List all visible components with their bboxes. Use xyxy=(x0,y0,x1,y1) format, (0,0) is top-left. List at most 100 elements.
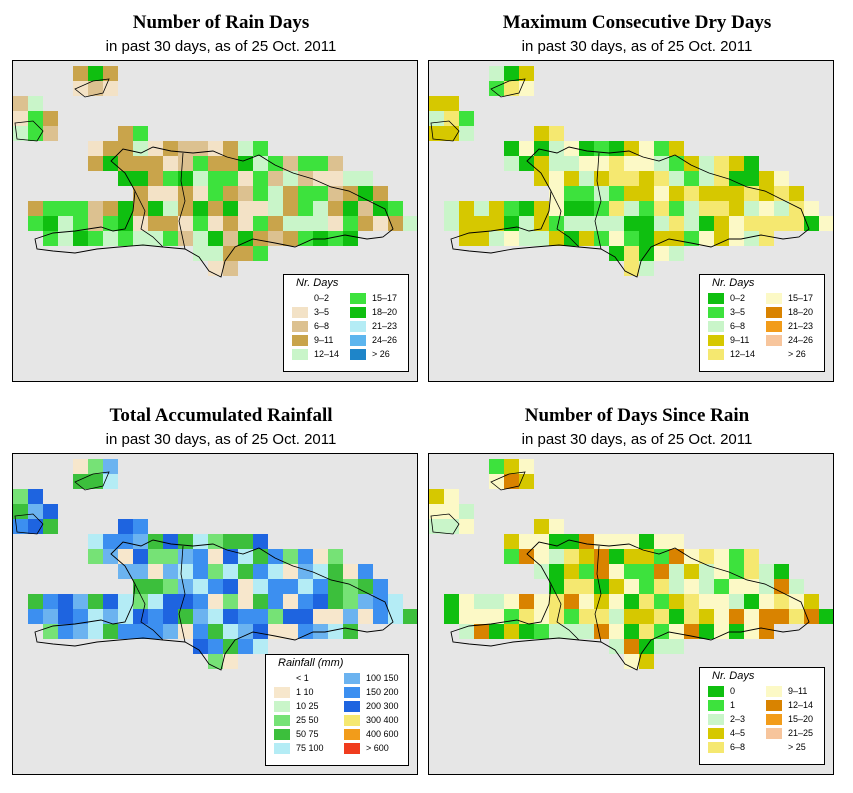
grid-cell xyxy=(193,156,208,171)
grid-cell xyxy=(579,564,594,579)
grid-cell xyxy=(163,171,178,186)
grid-cell xyxy=(43,624,58,639)
grid-cell xyxy=(714,564,729,579)
grid-cell xyxy=(714,216,729,231)
grid-cell xyxy=(609,594,624,609)
grid-cell xyxy=(223,231,238,246)
grid-cell xyxy=(549,594,564,609)
grid-cell xyxy=(358,171,373,186)
legend-swatch xyxy=(292,335,308,346)
grid-cell xyxy=(654,594,669,609)
grid-cell xyxy=(178,231,193,246)
grid-cell xyxy=(624,624,639,639)
grid-cell xyxy=(564,171,579,186)
legend-label: 25 50 xyxy=(296,715,319,725)
grid-cell xyxy=(624,594,639,609)
grid-cell xyxy=(133,141,148,156)
grid-cell xyxy=(564,579,579,594)
panel-subtitle: in past 30 days, as of 25 Oct. 2011 xyxy=(105,38,337,55)
legend-swatch xyxy=(766,686,782,697)
grid-cell xyxy=(43,201,58,216)
grid-cell xyxy=(313,609,328,624)
legend-label: 3–5 xyxy=(730,307,746,317)
grid-cell xyxy=(238,141,253,156)
grid-cell xyxy=(624,639,639,654)
grid-cell xyxy=(579,579,594,594)
grid-cell xyxy=(43,126,58,141)
grid-cell xyxy=(714,186,729,201)
grid-cell xyxy=(253,156,268,171)
grid-cell xyxy=(774,594,789,609)
grid-cell xyxy=(148,156,163,171)
grid-cell xyxy=(133,519,148,534)
grid-cell xyxy=(549,564,564,579)
grid-cell xyxy=(373,594,388,609)
grid-cell xyxy=(223,216,238,231)
legend-swatch xyxy=(708,700,724,711)
grid-cell xyxy=(208,246,223,261)
grid-cell xyxy=(208,156,223,171)
legend-swatch xyxy=(708,686,724,697)
grid-cell xyxy=(133,564,148,579)
map-rain-days: Nr. Days 0–2 3–5 6–8 9–11 12–14 15–17 18–20 21–… xyxy=(12,60,418,382)
grid-cell xyxy=(28,594,43,609)
grid-cell xyxy=(148,171,163,186)
panel-title: Maximum Consecutive Dry Days xyxy=(502,12,772,33)
grid-cell xyxy=(313,564,328,579)
grid-cell xyxy=(669,231,684,246)
grid-cell xyxy=(774,216,789,231)
grid-cell xyxy=(223,654,238,669)
grid-cell xyxy=(459,519,474,534)
grid-cell xyxy=(103,534,118,549)
grid-cell xyxy=(714,201,729,216)
grid-cell xyxy=(624,216,639,231)
grid-cell xyxy=(343,624,358,639)
grid-cell xyxy=(489,609,504,624)
grid-cell xyxy=(669,579,684,594)
grid-cell xyxy=(684,186,699,201)
grid-cell xyxy=(609,639,624,654)
grid-cell xyxy=(699,549,714,564)
legend-swatch xyxy=(708,714,724,725)
grid-cell xyxy=(58,594,73,609)
grid-cell xyxy=(88,549,103,564)
grid-cell xyxy=(444,594,459,609)
grid-cell xyxy=(654,549,669,564)
grid-cell xyxy=(208,201,223,216)
grid-cell xyxy=(699,156,714,171)
grid-cell xyxy=(684,549,699,564)
grid-cell xyxy=(343,231,358,246)
grid-cell xyxy=(238,231,253,246)
legend-label: 200 300 xyxy=(366,701,399,711)
grid-cell xyxy=(223,609,238,624)
grid-cell xyxy=(669,534,684,549)
grid-cell xyxy=(253,579,268,594)
grid-cell xyxy=(328,186,343,201)
grid-cell xyxy=(343,186,358,201)
grid-cell xyxy=(253,549,268,564)
grid-cell xyxy=(774,171,789,186)
grid-cell xyxy=(519,459,534,474)
grid-cell xyxy=(13,96,28,111)
grid-cell xyxy=(328,579,343,594)
grid-cell xyxy=(178,534,193,549)
grid-cell xyxy=(148,186,163,201)
grid-cell xyxy=(519,534,534,549)
grid-cell xyxy=(118,171,133,186)
grid-cell xyxy=(133,579,148,594)
grid-cell xyxy=(163,594,178,609)
grid-cell xyxy=(714,171,729,186)
grid-cell xyxy=(789,579,804,594)
grid-cell xyxy=(103,66,118,81)
grid-cell xyxy=(594,186,609,201)
legend-label: 150 200 xyxy=(366,687,399,697)
grid-cell xyxy=(819,216,833,231)
grid-cell xyxy=(729,156,744,171)
grid-cell xyxy=(328,624,343,639)
grid-cell xyxy=(699,564,714,579)
grid-cell xyxy=(118,126,133,141)
grid-cell xyxy=(519,624,534,639)
grid-cell xyxy=(459,594,474,609)
grid-cell xyxy=(609,624,624,639)
grid-cell xyxy=(103,156,118,171)
